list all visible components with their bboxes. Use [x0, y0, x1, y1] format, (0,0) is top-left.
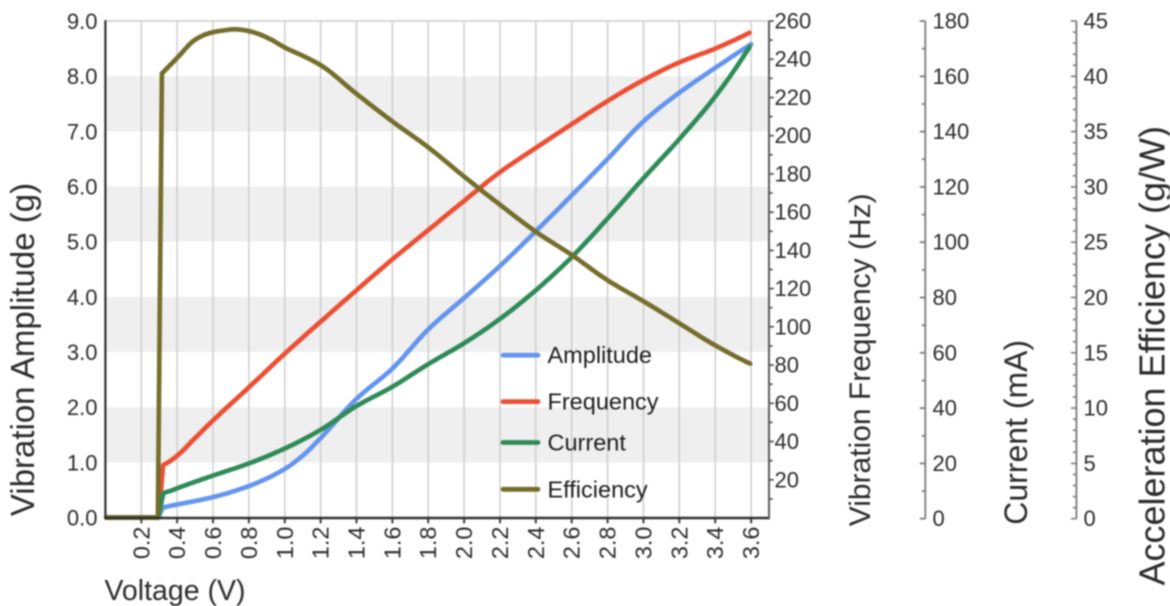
svg-text:45: 45: [1084, 9, 1108, 34]
svg-text:0.8: 0.8: [236, 527, 262, 560]
svg-text:20: 20: [933, 451, 957, 476]
svg-text:3.6: 3.6: [738, 527, 764, 560]
svg-text:Vibration Frequency (Hz): Vibration Frequency (Hz): [844, 193, 877, 526]
svg-text:2.2: 2.2: [487, 527, 513, 560]
svg-text:3.4: 3.4: [702, 527, 728, 560]
svg-text:30: 30: [1084, 174, 1108, 199]
svg-text:140: 140: [933, 119, 970, 144]
svg-text:3.0: 3.0: [67, 340, 98, 365]
svg-text:200: 200: [775, 123, 812, 148]
svg-text:Voltage (V): Voltage (V): [105, 575, 246, 606]
svg-text:8.0: 8.0: [67, 64, 98, 89]
svg-text:40: 40: [775, 429, 799, 454]
svg-text:240: 240: [775, 47, 812, 72]
svg-text:Current: Current: [548, 430, 627, 456]
svg-text:0.2: 0.2: [128, 527, 154, 560]
svg-text:1.0: 1.0: [67, 450, 98, 475]
svg-text:2.0: 2.0: [451, 527, 477, 560]
svg-text:0.0: 0.0: [67, 506, 98, 531]
svg-text:160: 160: [775, 200, 812, 225]
svg-text:2.0: 2.0: [67, 395, 98, 420]
svg-text:160: 160: [933, 64, 970, 89]
svg-text:80: 80: [775, 353, 799, 378]
svg-text:1.4: 1.4: [344, 527, 370, 560]
svg-text:100: 100: [775, 314, 812, 339]
svg-text:Current (mA): Current (mA): [998, 340, 1034, 525]
svg-text:35: 35: [1084, 119, 1108, 144]
svg-text:120: 120: [775, 276, 812, 301]
svg-text:60: 60: [933, 340, 957, 365]
svg-text:5: 5: [1084, 451, 1096, 476]
svg-text:0.4: 0.4: [164, 527, 190, 560]
svg-text:2.6: 2.6: [559, 527, 585, 560]
svg-text:2.8: 2.8: [595, 527, 621, 560]
svg-text:100: 100: [933, 230, 970, 255]
svg-text:Frequency: Frequency: [548, 389, 659, 415]
svg-text:120: 120: [933, 174, 970, 199]
svg-text:1.0: 1.0: [272, 527, 298, 560]
svg-text:1.6: 1.6: [379, 527, 405, 560]
svg-text:5.0: 5.0: [67, 230, 98, 255]
svg-text:180: 180: [775, 161, 812, 186]
svg-text:6.0: 6.0: [67, 175, 98, 200]
svg-text:0.6: 0.6: [200, 527, 226, 560]
svg-text:0: 0: [1084, 506, 1096, 531]
svg-text:40: 40: [933, 396, 957, 421]
svg-text:Amplitude: Amplitude: [548, 342, 653, 368]
svg-text:Acceleration Efficiency (g/W): Acceleration Efficiency (g/W): [1132, 126, 1170, 586]
svg-text:Efficiency: Efficiency: [548, 476, 648, 502]
svg-text:3.0: 3.0: [631, 527, 657, 560]
svg-text:3.2: 3.2: [666, 527, 692, 560]
svg-text:15: 15: [1084, 340, 1108, 365]
svg-text:10: 10: [1084, 396, 1108, 421]
svg-text:80: 80: [933, 285, 957, 310]
svg-text:25: 25: [1084, 230, 1108, 255]
svg-text:7.0: 7.0: [67, 119, 98, 144]
svg-text:1.2: 1.2: [308, 527, 334, 560]
svg-text:40: 40: [1084, 64, 1108, 89]
svg-text:1.8: 1.8: [415, 527, 441, 560]
svg-text:260: 260: [775, 9, 812, 34]
svg-text:20: 20: [775, 467, 799, 492]
svg-text:140: 140: [775, 238, 812, 263]
svg-text:20: 20: [1084, 285, 1108, 310]
svg-text:2.4: 2.4: [523, 527, 549, 560]
svg-text:220: 220: [775, 85, 812, 110]
svg-text:60: 60: [775, 391, 799, 416]
svg-text:0: 0: [933, 506, 945, 531]
svg-text:180: 180: [933, 9, 970, 34]
svg-text:9.0: 9.0: [67, 9, 98, 34]
svg-text:Vibration Amplitude (g): Vibration Amplitude (g): [4, 183, 41, 516]
svg-text:4.0: 4.0: [67, 285, 98, 310]
